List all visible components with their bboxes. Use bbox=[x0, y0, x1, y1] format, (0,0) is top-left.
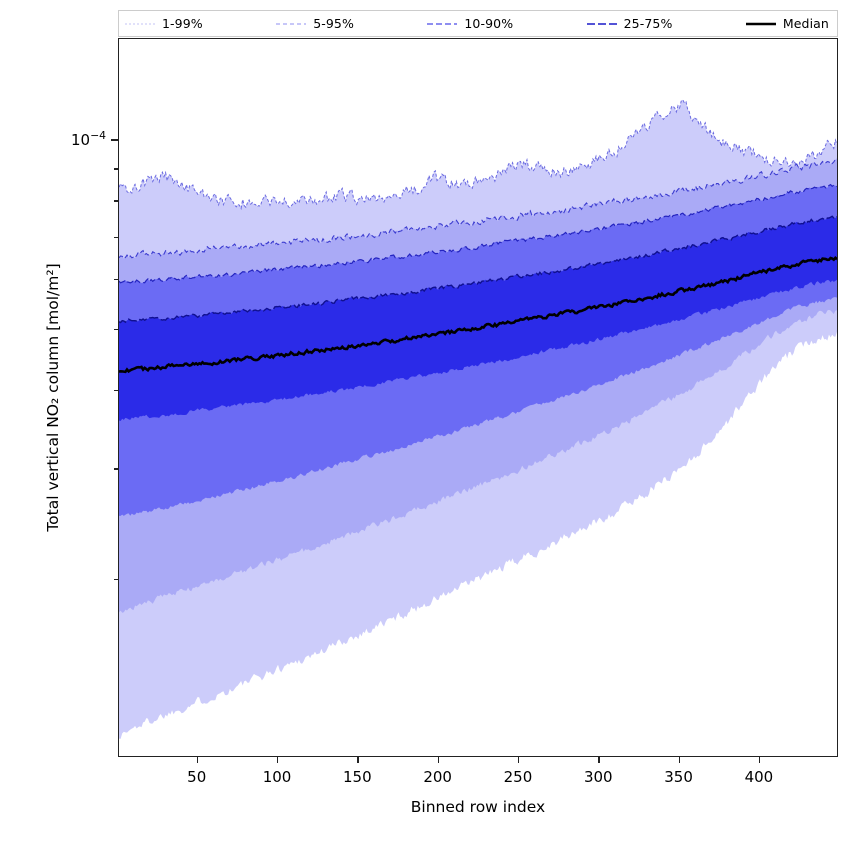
y-tick-minor bbox=[114, 236, 118, 239]
y-axis-label: Total vertical NO₂ column [mol/m²] bbox=[44, 263, 62, 532]
legend-swatch-line-icon bbox=[586, 22, 617, 25]
y-tick-minor bbox=[114, 579, 118, 581]
x-tick-label: 200 bbox=[423, 768, 452, 786]
legend-swatch-line-icon bbox=[125, 23, 155, 24]
x-tick bbox=[517, 757, 520, 763]
x-tick-label: 350 bbox=[664, 768, 693, 786]
x-tick-label: 300 bbox=[583, 768, 613, 786]
legend-label: 10-90% bbox=[464, 16, 514, 31]
y-tick-minor bbox=[114, 468, 118, 470]
plot-area bbox=[118, 38, 838, 757]
legend-label: 1-99% bbox=[162, 16, 203, 31]
x-tick-label: 50 bbox=[187, 768, 207, 786]
y-tick-minor bbox=[114, 328, 118, 331]
percentile-fan-chart bbox=[119, 98, 837, 739]
legend-label: 25-75% bbox=[623, 16, 673, 31]
y-tick-minor bbox=[114, 168, 118, 170]
y-tick-major bbox=[111, 139, 118, 141]
legend-entry-5-95[interactable]: 5-95% bbox=[276, 16, 354, 31]
median-line bbox=[119, 255, 837, 374]
edge-line-p99 bbox=[119, 98, 837, 211]
band-25-75 bbox=[119, 216, 837, 421]
legend-label: Median bbox=[782, 16, 829, 31]
x-tick-label: 250 bbox=[503, 768, 533, 786]
y-tick-minor bbox=[114, 200, 118, 202]
legend-swatch-line-icon bbox=[427, 22, 458, 25]
legend-entry-median[interactable]: Median bbox=[745, 16, 829, 31]
x-tick bbox=[357, 757, 359, 763]
legend-swatch-line-icon bbox=[745, 22, 776, 25]
legend-entry-25-75[interactable]: 25-75% bbox=[586, 16, 673, 31]
x-tick bbox=[758, 757, 761, 763]
y-tick-minor bbox=[114, 278, 118, 281]
edge-line-p75 bbox=[119, 215, 837, 324]
legend-entry-10-90[interactable]: 10-90% bbox=[427, 16, 513, 31]
legend-entry-1-99[interactable]: 1-99% bbox=[125, 16, 203, 31]
x-tick bbox=[437, 757, 439, 763]
x-tick-label: 150 bbox=[343, 768, 372, 786]
legend-swatch-line-icon bbox=[276, 22, 307, 25]
edge-line-p95 bbox=[119, 157, 837, 260]
x-axis-label: Binned row index bbox=[410, 798, 546, 816]
x-tick bbox=[277, 757, 279, 763]
y-tick-minor bbox=[114, 389, 118, 392]
x-tick-label: 400 bbox=[744, 768, 774, 786]
x-tick bbox=[598, 757, 600, 763]
x-tick bbox=[196, 757, 198, 763]
edge-line-p90 bbox=[119, 183, 837, 284]
legend-label: 5-95% bbox=[313, 16, 354, 31]
y-tick-label: 10−4 bbox=[70, 129, 106, 150]
x-tick-label: 100 bbox=[262, 768, 292, 786]
x-tick bbox=[678, 757, 680, 763]
chart-legend: 1-99% 5-95% 10-90% 25-75% Median bbox=[118, 10, 838, 37]
